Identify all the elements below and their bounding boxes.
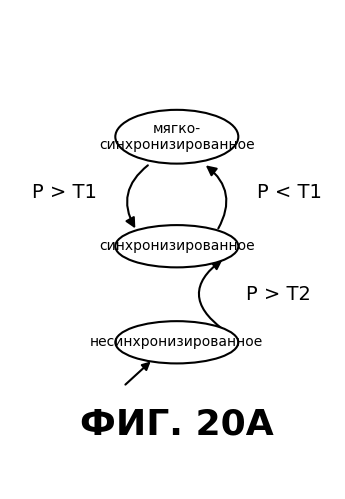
- Text: несинхронизированное: несинхронизированное: [90, 335, 264, 349]
- Text: синхронизированное: синхронизированное: [99, 239, 255, 253]
- Text: ФИГ. 20А: ФИГ. 20А: [80, 408, 274, 442]
- Text: P < T1: P < T1: [257, 183, 322, 202]
- Ellipse shape: [115, 321, 238, 363]
- Ellipse shape: [115, 110, 238, 164]
- Text: мягко-
синхронизированное: мягко- синхронизированное: [99, 122, 255, 152]
- Ellipse shape: [115, 225, 238, 267]
- Text: P > T1: P > T1: [32, 183, 97, 202]
- Text: P > T2: P > T2: [246, 285, 311, 304]
